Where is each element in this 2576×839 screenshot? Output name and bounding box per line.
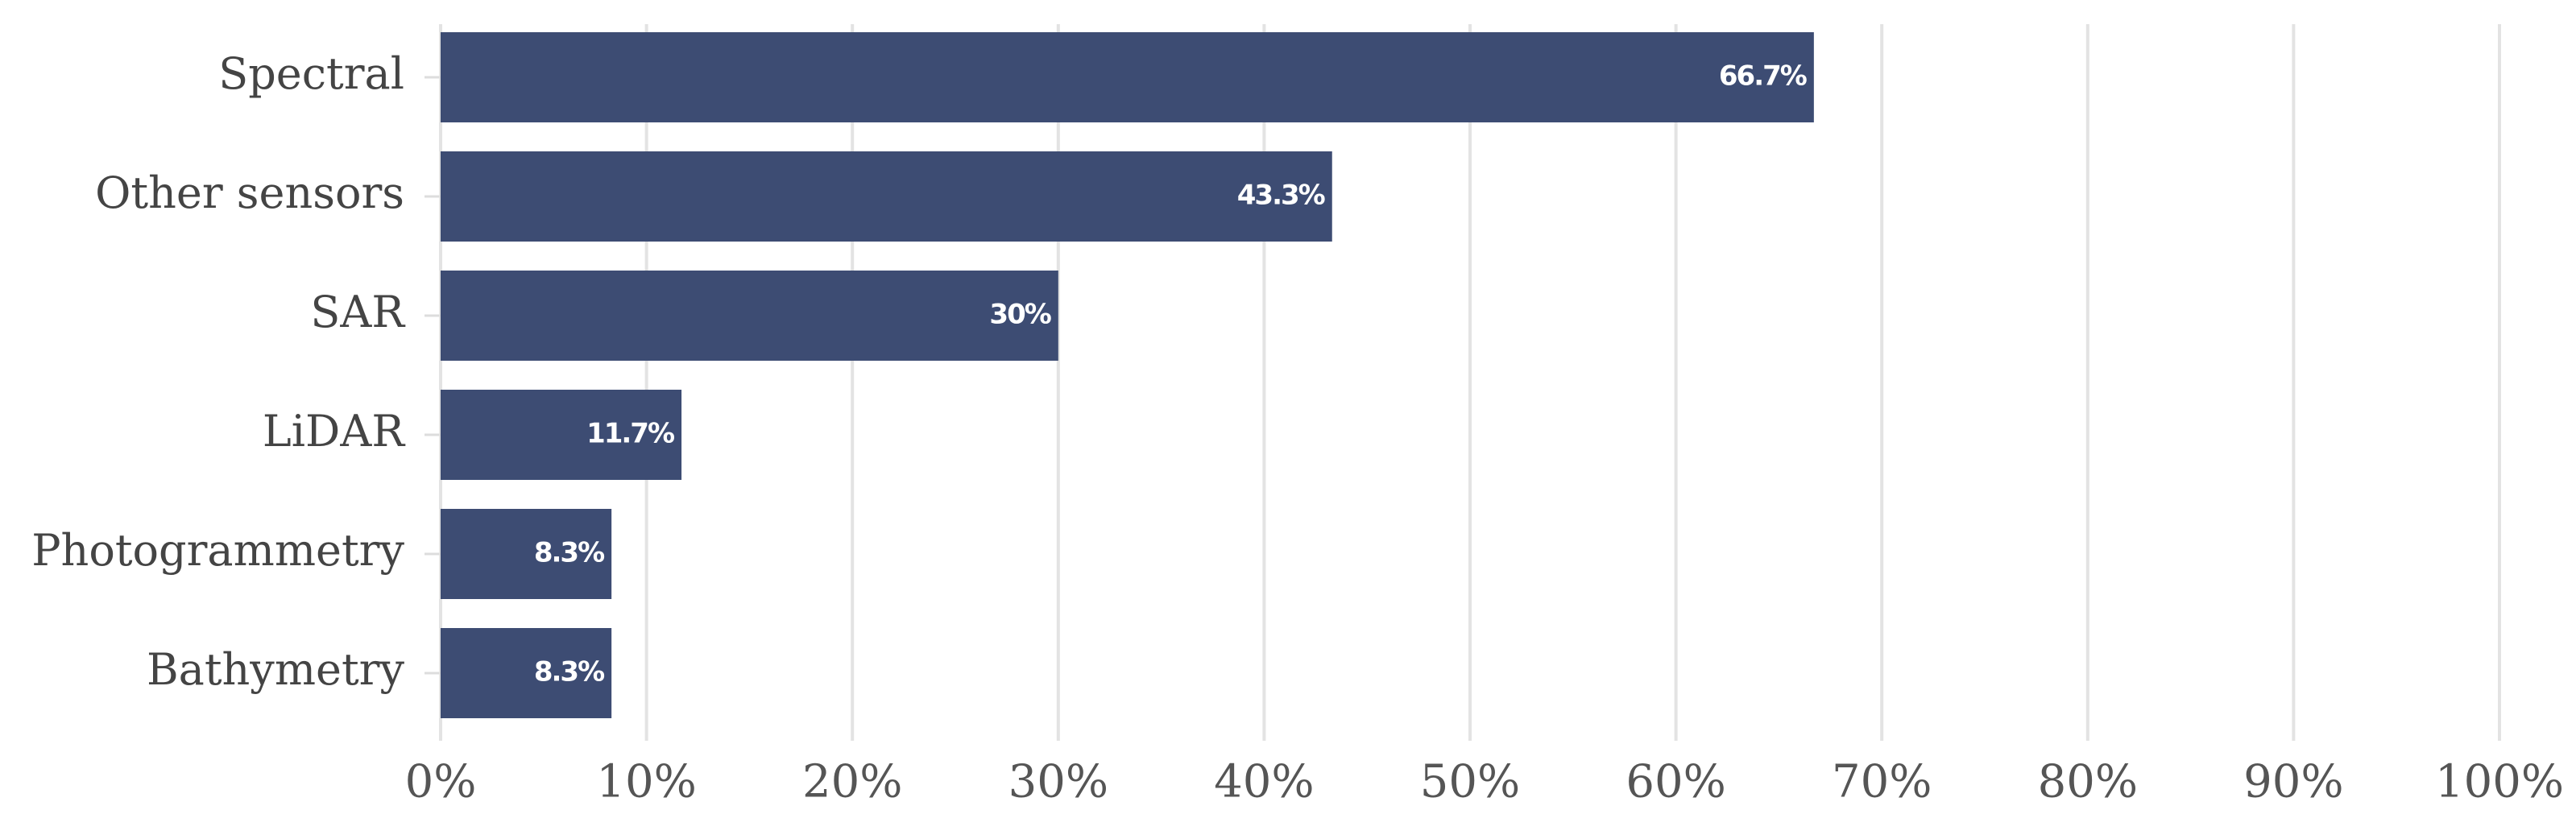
x-tick-label: 90% (2243, 756, 2343, 808)
x-tick-label: 50% (1420, 756, 1520, 808)
bar (441, 390, 682, 480)
value-label: 11.7% (586, 418, 674, 450)
bar (441, 509, 612, 599)
y-tick-label: LiDAR (263, 406, 405, 457)
x-tick-label: 80% (2038, 756, 2138, 808)
bar (441, 151, 1332, 242)
value-label: 8.3% (534, 537, 604, 569)
x-tick-label: 10% (596, 756, 696, 808)
x-tick-label: 30% (1008, 756, 1108, 808)
x-tick-label: 70% (1832, 756, 1932, 808)
x-tick-label: 100% (2435, 756, 2564, 808)
x-tick-label: 60% (1626, 756, 1725, 808)
x-tick-label: 40% (1214, 756, 1314, 808)
bar (441, 271, 1058, 361)
bar (441, 628, 612, 718)
value-label: 8.3% (534, 656, 604, 688)
value-label: 43.3% (1237, 180, 1325, 212)
y-tick-label: SAR (310, 287, 405, 337)
value-label: 30% (989, 299, 1050, 331)
y-tick-label: Spectral (218, 48, 404, 99)
bar (441, 32, 1814, 122)
y-tick-label: Other sensors (95, 167, 404, 218)
x-tick-label: 20% (802, 756, 902, 808)
y-tick-label: Bathymetry (147, 644, 405, 695)
x-tick-label: 0% (405, 756, 477, 808)
y-tick-label: Photogrammetry (31, 525, 404, 576)
value-label: 66.7% (1719, 60, 1807, 93)
